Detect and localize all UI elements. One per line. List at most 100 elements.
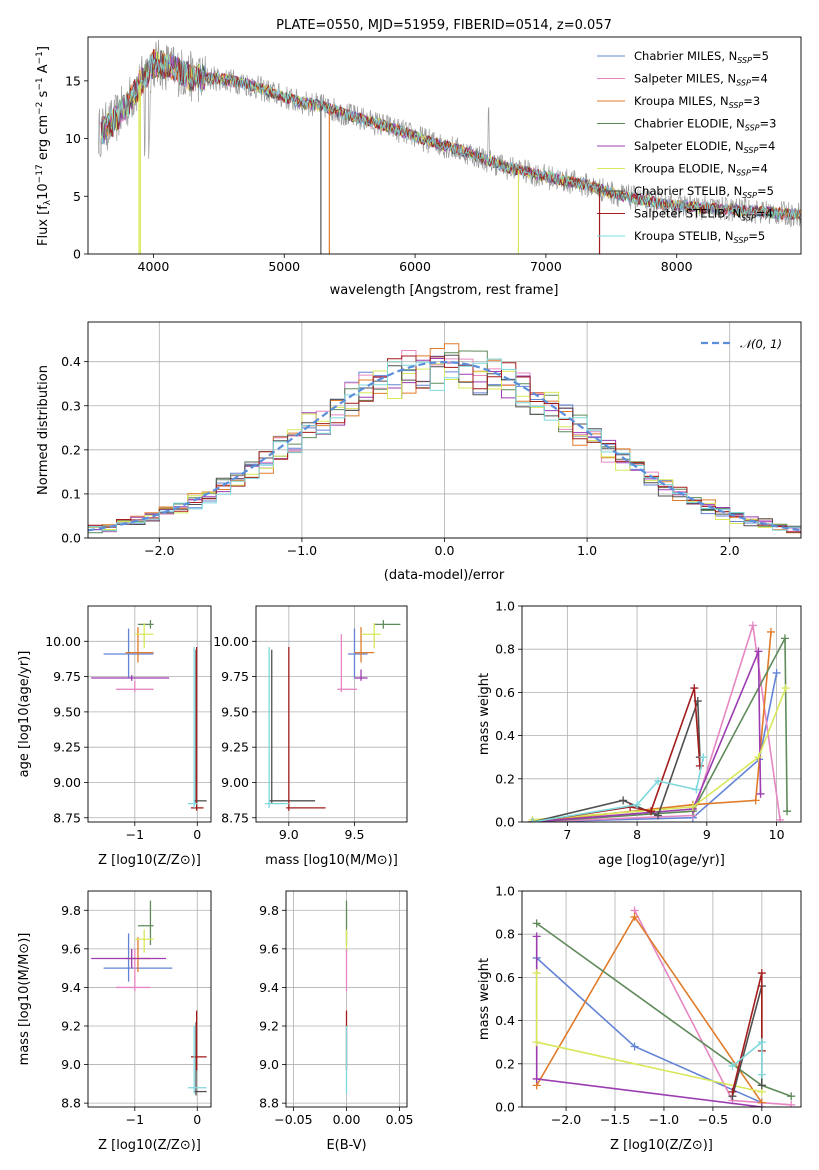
mass-weight-marker xyxy=(532,969,541,978)
histogram-8 xyxy=(88,358,801,537)
mass-weight-marker xyxy=(695,761,704,770)
x-tick-label: −0.5 xyxy=(698,1112,728,1127)
mass-weight-line-0 xyxy=(532,672,778,822)
y-tick-label: 9.4 xyxy=(61,980,81,995)
error-point-5 xyxy=(361,622,381,649)
y-tick-label: 0.1 xyxy=(61,486,81,501)
mass-weight-marker xyxy=(772,668,781,677)
x-tick-label: −1 xyxy=(126,1112,144,1127)
plot-area xyxy=(528,621,792,822)
y-tick-label: 9.00 xyxy=(221,775,249,790)
x-axis-label: Z [log10(Z/Z⊙)] xyxy=(98,1138,201,1153)
spectrum-model-8 xyxy=(100,53,801,221)
error-point-4 xyxy=(91,948,167,969)
error-point-2 xyxy=(354,627,375,663)
mass-weight-marker xyxy=(757,1081,766,1090)
x-axis-label: wavelength [Angstrom, rest frame] xyxy=(330,283,559,298)
x-tick-label: −1.5 xyxy=(600,1112,630,1127)
mass-weight-marker xyxy=(532,932,541,941)
axes-frame xyxy=(87,36,802,255)
mass-weight-marker xyxy=(633,800,642,809)
error-point-8 xyxy=(265,646,289,808)
mass-weight-marker xyxy=(754,647,763,656)
y-tick-label: 9.6 xyxy=(61,941,81,956)
x-tick-label: −1.0 xyxy=(649,1112,679,1127)
mass-weight-marker xyxy=(692,785,701,794)
y-tick-label: 1.0 xyxy=(495,884,515,899)
error-point-1 xyxy=(116,680,154,693)
y-tick-label: 9.0 xyxy=(61,1057,81,1072)
y-tick-label: 8.8 xyxy=(61,1096,81,1111)
y-tick-label: 9.25 xyxy=(53,740,81,755)
x-tick-label: 9 xyxy=(703,827,711,842)
x-tick-label: 6000 xyxy=(399,259,431,274)
y-tick-label: 0.2 xyxy=(495,1056,515,1071)
mass-weight-marker xyxy=(754,753,763,762)
x-tick-label: 4000 xyxy=(138,259,170,274)
y-tick-label: 9.25 xyxy=(221,740,249,755)
y-tick-label: 10.00 xyxy=(213,634,249,649)
x-tick-label: 0.0 xyxy=(752,1112,772,1127)
mass-weight-line-4 xyxy=(532,651,762,822)
mass-weight-marker xyxy=(787,1100,796,1107)
plot-area xyxy=(98,39,801,254)
mass-weight-line-6 xyxy=(532,700,701,822)
panel-residuals: −2.0 −1.0 0.0 1.0 2.0 0.0 0.1 0.2 0.3 0.4 𝒩(0, 1) (… xyxy=(36,321,802,583)
mass-weight-line-4 xyxy=(535,936,762,1107)
mass-weight-marker xyxy=(728,1087,737,1096)
x-tick-label: 7000 xyxy=(530,259,562,274)
plot-area xyxy=(91,620,207,811)
mass-weight-marker xyxy=(728,1061,737,1070)
y-tick-label: 0.6 xyxy=(495,970,515,985)
legend-label-3: Chabrier ELODIE, NSSP=3 xyxy=(634,117,776,133)
error-point-4 xyxy=(354,669,368,681)
legend-label-1: Salpeter MILES, NSSP=4 xyxy=(634,72,768,88)
y-tick-label: 8.8 xyxy=(259,1096,279,1111)
x-tick-label: 0 xyxy=(193,827,201,842)
x-tick-label: 10 xyxy=(769,827,785,842)
legend-label-5: Kroupa ELODIE, NSSP=4 xyxy=(634,162,768,178)
y-tick-label: 9.50 xyxy=(53,704,81,719)
y-tick-label: 9.2 xyxy=(61,1019,81,1034)
mass-weight-marker xyxy=(756,789,765,798)
mass-weight-line-2 xyxy=(532,631,772,822)
mass-weight-marker xyxy=(619,796,628,805)
x-tick-label: 2.0 xyxy=(720,543,740,558)
y-tick-label: 0.4 xyxy=(495,728,515,743)
x-tick-label: −0.05 xyxy=(274,1112,312,1127)
x-tick-label: 8000 xyxy=(661,259,693,274)
mass-weight-marker xyxy=(757,1038,766,1047)
mass-weight-marker xyxy=(532,1038,541,1047)
mass-weight-marker xyxy=(630,1042,639,1051)
mass-weight-marker xyxy=(532,919,541,928)
axes-frame xyxy=(521,890,802,1108)
y-tick-label: 9.00 xyxy=(53,775,81,790)
error-point-8 xyxy=(187,646,198,808)
y-tick-label: 0.8 xyxy=(495,927,515,942)
x-tick-label: 8 xyxy=(633,827,641,842)
x-tick-label: 0 xyxy=(193,1112,201,1127)
y-tick-label: 0.4 xyxy=(495,1013,515,1028)
mass-weight-marker xyxy=(690,684,699,693)
mass-weight-line-5 xyxy=(532,687,787,821)
mass-weight-marker xyxy=(688,802,697,811)
mass-weight-marker xyxy=(748,621,757,630)
y-tick-label: 9.75 xyxy=(53,669,81,684)
y-tick-label: 9.2 xyxy=(259,1019,279,1034)
y-tick-label: 8.75 xyxy=(221,810,249,825)
mass-weight-marker xyxy=(528,818,537,822)
y-tick-label: 0.2 xyxy=(61,442,81,457)
mass-weight-marker xyxy=(776,815,785,822)
plot-area xyxy=(88,343,801,538)
x-tick-label: −2.0 xyxy=(551,1112,581,1127)
x-tick-label: −1.0 xyxy=(287,543,317,558)
axes-frame xyxy=(87,890,212,1108)
mass-weight-marker xyxy=(699,753,708,762)
x-axis-label: (data-model)/error xyxy=(384,568,505,583)
y-tick-label: 0.8 xyxy=(495,642,515,657)
y-tick-label: 9.4 xyxy=(259,980,279,995)
legend-label-gaussian: 𝒩(0, 1) xyxy=(740,337,782,351)
x-tick-label: 0.00 xyxy=(333,1112,361,1127)
y-tick-label: 9.0 xyxy=(259,1057,279,1072)
